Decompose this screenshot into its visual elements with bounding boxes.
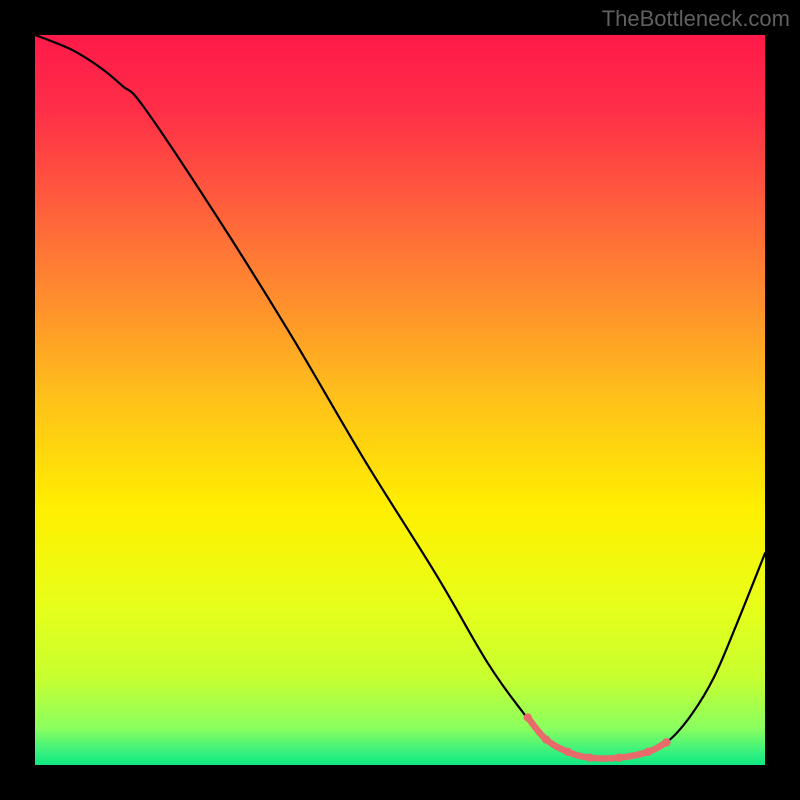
highlight-dot (586, 754, 594, 762)
highlight-dot (644, 748, 652, 756)
highlight-dot (615, 754, 623, 762)
highlight-dot (524, 713, 532, 721)
highlight-dot (542, 735, 550, 743)
plot-area (35, 35, 765, 765)
optimal-highlight-dots (524, 713, 671, 762)
highlight-dot (564, 748, 572, 756)
highlight-dot (662, 738, 670, 746)
bottleneck-curve (35, 35, 765, 758)
watermark-text: TheBottleneck.com (602, 6, 790, 32)
curve-layer (35, 35, 765, 765)
